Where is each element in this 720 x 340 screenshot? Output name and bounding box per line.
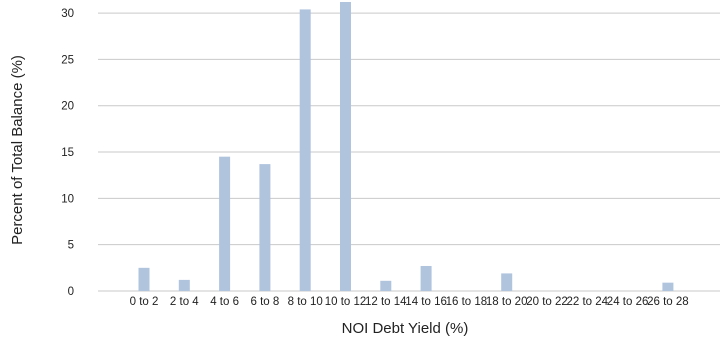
y-tick-label: 15 xyxy=(61,147,74,159)
bar xyxy=(420,265,432,291)
bar-series xyxy=(138,2,674,292)
x-tick-label: 6 to 8 xyxy=(251,296,280,308)
x-tick-label: 16 to 18 xyxy=(446,296,488,308)
bar xyxy=(259,164,271,291)
y-tick-label: 10 xyxy=(61,193,74,205)
y-tick-label: 25 xyxy=(61,54,74,66)
x-tick-label: 22 to 24 xyxy=(567,296,609,308)
x-tick-label: 12 to 14 xyxy=(365,296,407,308)
x-tick-label: 18 to 20 xyxy=(486,296,528,308)
x-tick-label: 4 to 6 xyxy=(210,296,239,308)
y-axis-ticks: 0 5 10 15 20 25 30 xyxy=(61,8,74,298)
bar xyxy=(178,279,190,291)
y-tick-label: 0 xyxy=(68,286,74,298)
y-tick-label: 20 xyxy=(61,101,74,113)
grid-layer xyxy=(98,12,720,292)
x-tick-label: 26 to 28 xyxy=(647,296,689,308)
x-tick-label: 20 to 22 xyxy=(526,296,568,308)
x-axis-title: NOI Debt Yield (%) xyxy=(342,320,469,337)
x-tick-label: 14 to 16 xyxy=(405,296,447,308)
x-tick-label: 24 to 26 xyxy=(607,296,649,308)
bar xyxy=(299,9,311,292)
x-tick-label: 10 to 12 xyxy=(325,296,367,308)
x-tick-label: 2 to 4 xyxy=(170,296,199,308)
bar xyxy=(380,280,392,291)
y-tick-label: 30 xyxy=(61,8,74,20)
y-tick-label: 5 xyxy=(68,240,74,252)
x-tick-label: 0 to 2 xyxy=(130,296,159,308)
bar xyxy=(662,282,674,291)
bar xyxy=(501,273,513,291)
x-tick-label: 8 to 10 xyxy=(288,296,323,308)
bar xyxy=(138,267,150,291)
bar xyxy=(340,2,351,291)
bar xyxy=(219,156,231,291)
y-axis-title: Percent of Total Balance (%) xyxy=(9,55,26,245)
